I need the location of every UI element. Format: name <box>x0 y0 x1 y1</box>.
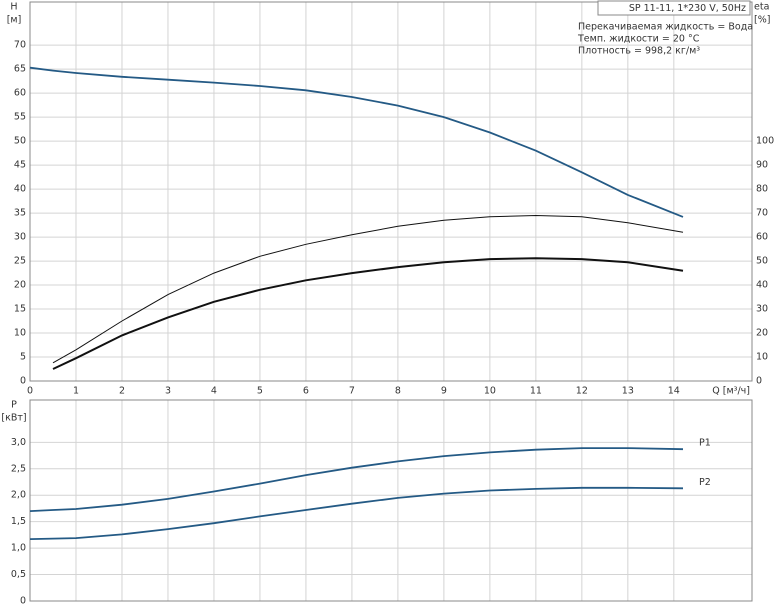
x-axis-label: Q [м³/ч] <box>712 386 750 397</box>
x-tick-label: 3 <box>165 386 171 397</box>
series-line <box>29 486 684 540</box>
x-tick-label: 12 <box>576 386 588 397</box>
plot-frame <box>29 1 753 382</box>
y-tick-label: 3,0 <box>11 437 26 448</box>
y-tick-label: 0 <box>20 376 26 387</box>
y-tick-label: 55 <box>14 112 26 123</box>
series-label: P1 <box>699 438 711 449</box>
y-tick-label: 0 <box>20 596 26 607</box>
y-tick-label: 60 <box>14 88 26 99</box>
y2-tick-label: 90 <box>756 160 768 171</box>
y-tick-label: 20 <box>14 280 26 291</box>
y-axis-unit: [кВт] <box>1 413 26 424</box>
annotation: Темп. жидкости = 20 °C <box>577 34 700 45</box>
y2-tick-label: 0 <box>756 376 762 387</box>
y-tick-label: 65 <box>14 64 26 75</box>
plot-frame <box>29 399 753 602</box>
x-tick-label: 1 <box>73 386 79 397</box>
y-tick-label: 2,0 <box>11 490 26 501</box>
y-tick-label: 0,5 <box>11 569 26 580</box>
y-tick-label: 35 <box>14 208 26 219</box>
y-tick-label: 45 <box>14 160 26 171</box>
y-axis-label: P <box>11 400 17 411</box>
annotation: Перекачиваемая жидкость = Вода <box>578 22 753 33</box>
y-axis-label: H <box>10 2 17 13</box>
x-tick-label: 4 <box>211 386 217 397</box>
y2-tick-label: 70 <box>756 208 768 219</box>
x-tick-label: 13 <box>622 386 634 397</box>
y2-tick-label: 50 <box>756 256 768 267</box>
y-tick-label: 1,5 <box>11 516 26 527</box>
y-tick-label: 15 <box>14 304 26 315</box>
y-tick-label: 50 <box>14 136 26 147</box>
annotation: Плотность = 998,2 кг/м³ <box>578 46 700 57</box>
y-tick-label: 5 <box>20 352 26 363</box>
series-label: P2 <box>699 477 711 488</box>
x-tick-label: 10 <box>484 386 496 397</box>
y2-tick-label: 40 <box>756 280 768 291</box>
series-line <box>52 257 684 370</box>
y2-tick-label: 60 <box>756 232 768 243</box>
series-line <box>29 447 684 512</box>
y-tick-label: 10 <box>14 328 26 339</box>
y-tick-label: 25 <box>14 256 26 267</box>
y-tick-label: 1,0 <box>11 543 26 554</box>
chart-title: SP 11-11, 1*230 V, 50Hz <box>629 3 746 14</box>
series-line <box>52 214 684 364</box>
x-tick-label: 11 <box>530 386 542 397</box>
x-tick-label: 6 <box>303 386 309 397</box>
y2-tick-label: 10 <box>756 352 768 363</box>
y-axis-unit: [м] <box>7 15 22 26</box>
y-tick-label: 2,5 <box>11 463 26 474</box>
y2-tick-label: 30 <box>756 304 768 315</box>
x-tick-label: 14 <box>668 386 680 397</box>
x-tick-label: 8 <box>395 386 401 397</box>
title-box <box>597 0 751 16</box>
series-line <box>29 66 684 218</box>
y-tick-label: 30 <box>14 232 26 243</box>
y2-tick-label: 100 <box>756 136 774 147</box>
x-tick-label: 0 <box>27 386 33 397</box>
y-tick-label: 40 <box>14 184 26 195</box>
x-tick-label: 5 <box>257 386 263 397</box>
y-tick-label: 70 <box>14 40 26 51</box>
x-tick-label: 9 <box>441 386 447 397</box>
x-tick-label: 2 <box>119 386 125 397</box>
y2-tick-label: 20 <box>756 328 768 339</box>
x-tick-label: 7 <box>349 386 355 397</box>
y2-tick-label: 80 <box>756 184 768 195</box>
y2-axis-label: eta <box>754 2 769 13</box>
y2-axis-unit: [%] <box>754 15 770 26</box>
